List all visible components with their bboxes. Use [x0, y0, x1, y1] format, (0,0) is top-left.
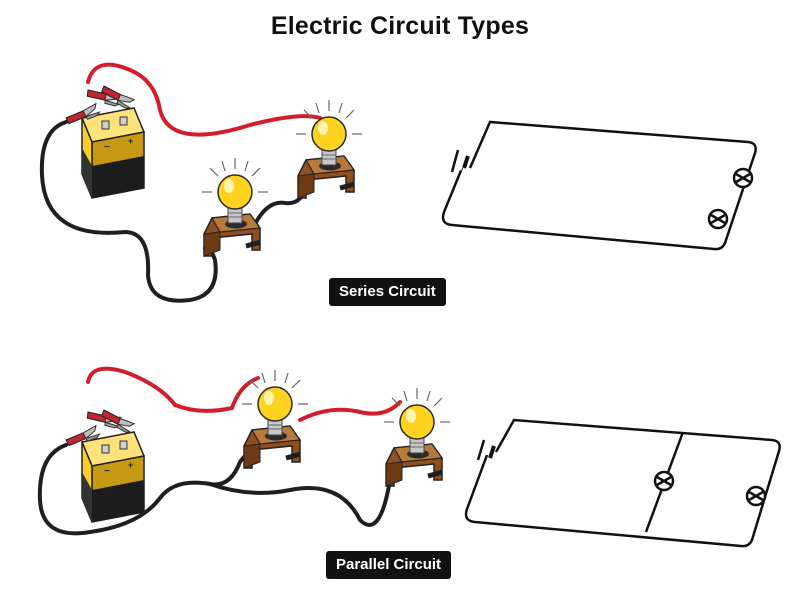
light-bulb-icon [384, 388, 450, 486]
series-circuit-illustration [39, 62, 362, 303]
series-circuit-label: Series Circuit [329, 278, 446, 306]
parallel-schematic [464, 418, 781, 548]
parallel-circuit-label: Parallel Circuit [326, 551, 452, 579]
battery-icon [81, 431, 145, 523]
light-bulb-icon [202, 158, 268, 256]
parallel-circuit-illustration [37, 366, 450, 536]
diagram-title: Electric Circuit Types [270, 12, 530, 40]
series-schematic [441, 120, 757, 251]
battery-icon [81, 107, 145, 199]
light-bulb-icon [242, 370, 308, 468]
